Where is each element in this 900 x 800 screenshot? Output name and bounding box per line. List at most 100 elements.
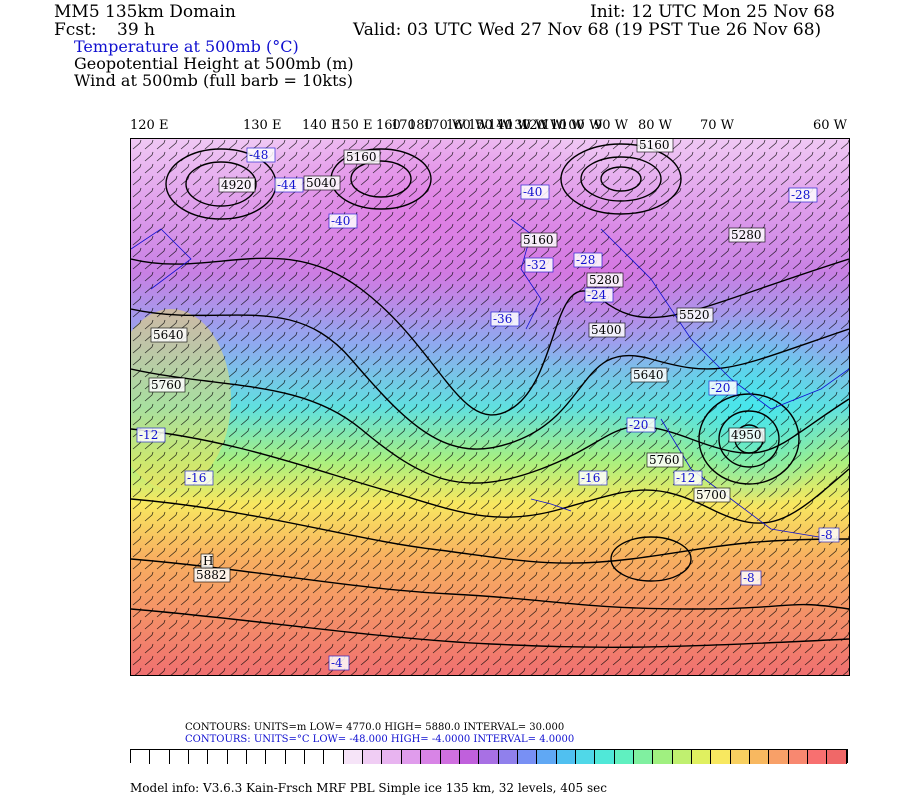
color-bar-cell xyxy=(730,750,750,764)
color-bar-cell xyxy=(537,750,557,764)
longitude-label: 110 W xyxy=(542,118,585,133)
color-bar-cell xyxy=(227,750,248,764)
height-contour xyxy=(131,558,849,610)
color-bar-cell xyxy=(363,750,383,764)
longitude-label: 180 xyxy=(408,118,433,133)
height-contour xyxy=(131,608,849,648)
forecast-value: 39 h xyxy=(117,20,155,40)
longitude-label: 150 W xyxy=(468,118,511,133)
init-time: Init: 12 UTC Mon 25 Nov 68 xyxy=(590,2,835,22)
temperature-label: -8 xyxy=(818,527,840,543)
longitude-label: 70 W xyxy=(700,118,735,133)
color-bar-cell xyxy=(421,750,441,764)
svg-text:-28: -28 xyxy=(791,188,810,202)
svg-text:-48: -48 xyxy=(249,148,268,162)
coastline xyxy=(131,228,192,290)
color-bar-cell xyxy=(459,750,480,764)
height-label: 5520 xyxy=(676,307,714,323)
svg-text:-8: -8 xyxy=(743,571,755,585)
svg-text:5400: 5400 xyxy=(591,323,622,337)
longitude-label: 80 W xyxy=(638,118,673,133)
field-temperature: Temperature at 500mb (°C) xyxy=(74,37,299,56)
height-contour-info: CONTOURS: UNITS=m LOW= 4770.0 HIGH= 5880… xyxy=(185,722,565,733)
temperature-label: -40 xyxy=(328,213,358,229)
longitude-label: 160 W xyxy=(446,118,489,133)
height-label: 5760 xyxy=(148,377,186,393)
color-bar-cell xyxy=(401,750,422,764)
color-bar-cell xyxy=(324,750,344,764)
svg-text:5520: 5520 xyxy=(679,308,710,322)
height-label: 4920 xyxy=(218,177,256,193)
color-bar-cell xyxy=(169,750,190,764)
height-contour xyxy=(560,143,682,215)
temperature-label: -20 xyxy=(626,417,656,433)
temperature-label: -16 xyxy=(578,470,608,486)
color-bar-cell xyxy=(208,750,228,764)
longitude-label: 170 xyxy=(391,118,416,133)
color-bar-cell xyxy=(247,750,267,764)
longitude-label: 170 W xyxy=(423,118,466,133)
temperature-label: -12 xyxy=(136,427,166,443)
height-label: 5640 xyxy=(150,327,188,343)
height-label: 5882 xyxy=(193,567,231,583)
temperature-label: -8 xyxy=(740,570,762,586)
height-contour xyxy=(350,160,412,198)
longitude-label: 140 W xyxy=(488,118,531,133)
color-bar-cell xyxy=(517,750,538,764)
field-height: Geopotential Height at 500mb (m) xyxy=(74,54,354,73)
color-bar-cell xyxy=(827,750,847,764)
svg-text:H: H xyxy=(203,554,213,568)
field-wind: Wind at 500mb (full barb = 10kts) xyxy=(74,71,353,90)
svg-text:-16: -16 xyxy=(581,471,600,485)
svg-text:5882: 5882 xyxy=(196,568,227,582)
color-bar-cell xyxy=(672,750,692,764)
color-bar-cell xyxy=(266,750,286,764)
svg-text:4950: 4950 xyxy=(731,428,762,442)
svg-text:5640: 5640 xyxy=(633,368,664,382)
color-bar-cell xyxy=(498,750,518,764)
forecast-label: Fcst: xyxy=(54,20,97,40)
svg-text:-24: -24 xyxy=(587,288,607,302)
color-bar-cell xyxy=(285,750,306,764)
longitude-label: 130 W xyxy=(506,118,549,133)
svg-text:5280: 5280 xyxy=(589,273,620,287)
svg-text:-28: -28 xyxy=(576,253,595,267)
color-bar-cell xyxy=(556,750,576,764)
svg-text:-44: -44 xyxy=(277,178,297,192)
svg-text:5640: 5640 xyxy=(153,328,184,342)
coastline xyxy=(530,498,572,512)
svg-text:5760: 5760 xyxy=(151,378,182,392)
color-bar-cell xyxy=(808,750,828,764)
temperature-label: -32 xyxy=(524,257,554,273)
color-bar-cell xyxy=(788,750,809,764)
temperature-label: -16 xyxy=(184,470,214,486)
longitude-label: 160 xyxy=(376,118,401,133)
svg-text:-36: -36 xyxy=(493,312,512,326)
height-contour xyxy=(131,428,849,524)
height-label: 4950 xyxy=(728,427,766,443)
svg-text:-20: -20 xyxy=(629,418,648,432)
height-contour xyxy=(600,166,642,192)
svg-text:-32: -32 xyxy=(527,258,546,272)
temperature-label: -4 xyxy=(328,655,350,671)
height-label: H xyxy=(200,553,213,569)
color-bar-cell xyxy=(343,750,364,764)
color-bar-cell xyxy=(614,750,634,764)
svg-text:-40: -40 xyxy=(331,214,350,228)
height-contour xyxy=(610,536,692,582)
color-bar-cell xyxy=(711,750,731,764)
model-info: Model info: V3.6.3 Kain-Frsch MRF PBL Si… xyxy=(130,781,607,795)
height-contour xyxy=(131,257,849,416)
height-label: 5040 xyxy=(303,175,341,191)
longitude-label: 90 W xyxy=(594,118,629,133)
color-bar-cell xyxy=(479,750,499,764)
coastline xyxy=(660,418,832,540)
svg-text:-12: -12 xyxy=(676,471,695,485)
height-label: 5160 xyxy=(520,232,558,248)
color-bar-cell xyxy=(382,750,402,764)
valid-time: Valid: 03 UTC Wed 27 Nov 68 (19 PST Tue … xyxy=(353,20,822,40)
temperature-label: -48 xyxy=(246,147,276,163)
color-bar-cell xyxy=(691,750,712,764)
svg-text:-12: -12 xyxy=(139,428,158,442)
domain-title: MM5 135km Domain xyxy=(54,2,236,22)
